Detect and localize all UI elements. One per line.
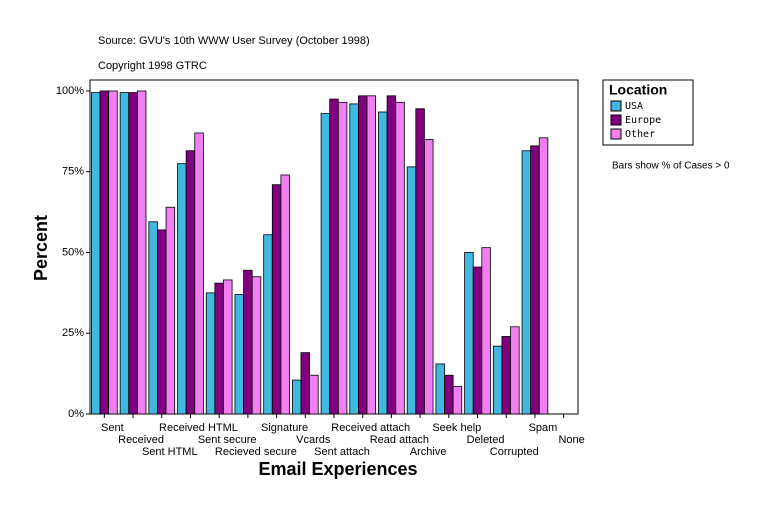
bar	[481, 247, 491, 415]
bar	[349, 103, 359, 415]
chart-subtitle: Copyright 1998 GTRC	[98, 60, 207, 72]
bar	[424, 139, 434, 415]
legend-swatch	[610, 114, 622, 126]
bar	[444, 374, 454, 415]
x-tick-label: None	[558, 434, 584, 446]
bar	[386, 95, 397, 415]
bar	[271, 184, 282, 415]
x-tick-label: Read attach	[370, 434, 429, 446]
bar	[214, 282, 224, 415]
x-tick-label: Sent	[101, 422, 124, 434]
bar	[357, 95, 368, 415]
x-tick-label: Received	[118, 434, 164, 446]
x-tick-label: Archive	[410, 446, 447, 458]
y-axis-label: Percent	[31, 215, 51, 281]
x-tick-label: Seek help	[432, 422, 481, 434]
bar	[194, 132, 204, 415]
bar	[251, 276, 262, 415]
bar	[291, 379, 302, 415]
bar	[538, 137, 549, 415]
bar	[280, 174, 290, 415]
x-tick-label: Sent secure	[198, 434, 257, 446]
legend-swatch	[610, 128, 622, 140]
x-tick-label: Recieved secure	[215, 446, 297, 458]
legend-label: USA	[625, 101, 643, 112]
x-tick-label: Corrupted	[490, 446, 539, 458]
x-tick-label: Spam	[529, 422, 558, 434]
bar	[99, 90, 110, 415]
y-tick-label: 100%	[56, 85, 84, 97]
bar	[510, 326, 520, 415]
x-tick-label: Sent attach	[314, 446, 370, 458]
bar	[320, 113, 331, 415]
legend-swatch	[610, 100, 622, 112]
x-tick-label: Vcards	[296, 434, 331, 446]
bar	[406, 166, 417, 415]
bar	[378, 111, 388, 415]
bar	[337, 101, 348, 415]
bar	[452, 386, 463, 415]
legend-label: Europe	[625, 115, 661, 126]
bar	[309, 374, 319, 415]
bar	[395, 101, 405, 415]
bar	[435, 363, 445, 415]
bar	[91, 92, 101, 415]
legend-title: Location	[609, 82, 667, 98]
bar	[366, 95, 377, 415]
bar	[119, 92, 130, 415]
x-tick-label: Sent HTML	[142, 446, 198, 458]
bar	[148, 221, 158, 415]
bar	[329, 98, 339, 415]
bar	[472, 266, 483, 415]
bar	[300, 352, 310, 415]
note: Bars show % of Cases > 0	[612, 161, 730, 172]
bar	[108, 90, 118, 415]
legend-label: Other	[625, 129, 655, 140]
bar	[185, 150, 196, 415]
x-tick-label: Signature	[261, 422, 308, 434]
bar	[205, 292, 216, 415]
bar	[501, 336, 511, 415]
bar	[464, 252, 474, 415]
bar	[223, 279, 233, 415]
x-tick-label: Received HTML	[159, 422, 238, 434]
bar	[415, 108, 425, 415]
bar	[136, 90, 147, 415]
x-axis-label: Email Experiences	[258, 459, 417, 479]
x-tick-label: Received attach	[331, 422, 410, 434]
y-tick-label: 50%	[62, 246, 84, 258]
bar	[177, 163, 187, 415]
y-tick-label: 0%	[68, 408, 84, 420]
bar	[165, 206, 176, 415]
bar	[243, 269, 253, 415]
bar	[234, 294, 244, 415]
chart-title: Source: GVU's 10th WWW User Survey (Octo…	[98, 35, 370, 47]
bar	[521, 150, 532, 415]
bar	[530, 145, 540, 415]
x-tick-label: Deleted	[467, 434, 505, 446]
bar	[128, 92, 138, 415]
y-tick-label: 75%	[62, 166, 84, 178]
bar	[263, 234, 273, 415]
y-tick-label: 25%	[62, 327, 84, 339]
bar	[157, 229, 167, 415]
bar	[492, 345, 503, 415]
